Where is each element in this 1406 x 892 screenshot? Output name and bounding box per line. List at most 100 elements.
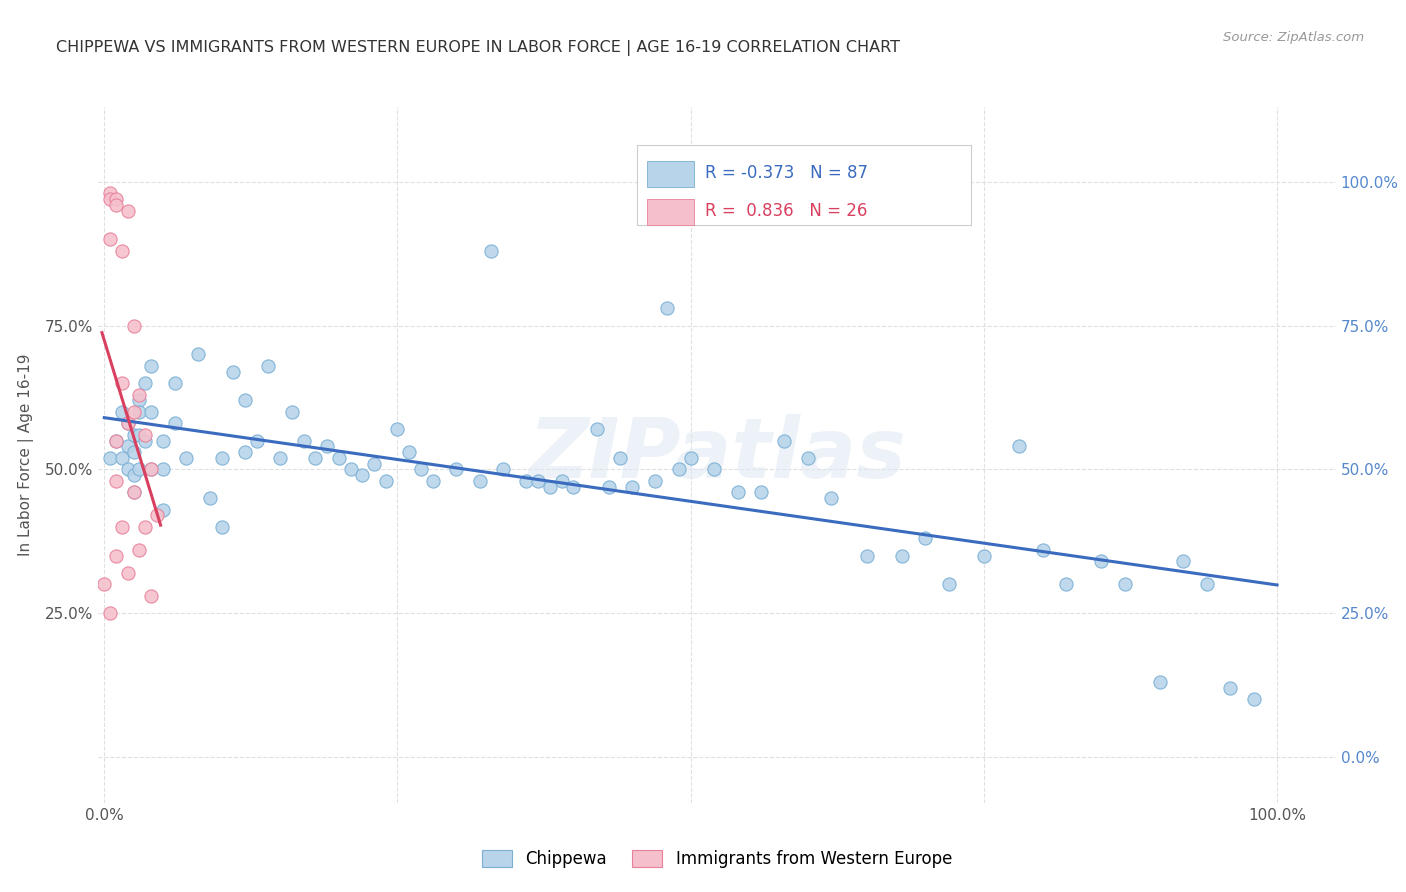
Point <box>98 192 121 206</box>
Point <box>644 474 666 488</box>
Point <box>973 549 995 563</box>
Point <box>1008 439 1031 453</box>
Point <box>117 203 139 218</box>
Point <box>105 474 128 488</box>
Text: R = -0.373   N = 87: R = -0.373 N = 87 <box>704 164 868 182</box>
Point <box>117 417 139 431</box>
Point <box>749 485 772 500</box>
Point <box>492 462 515 476</box>
Point <box>409 462 432 476</box>
Point <box>363 457 385 471</box>
Point <box>422 474 444 488</box>
Point <box>187 347 209 361</box>
Point <box>117 439 139 453</box>
Point <box>105 549 128 563</box>
Point <box>98 186 121 201</box>
Point <box>703 462 725 476</box>
Text: ZIPatlas: ZIPatlas <box>529 415 905 495</box>
Point <box>105 198 128 212</box>
Point <box>1195 577 1218 591</box>
Point <box>98 450 121 465</box>
Point <box>292 434 315 448</box>
Point <box>269 450 291 465</box>
Point <box>98 232 121 246</box>
Point <box>222 365 245 379</box>
Point <box>246 434 269 448</box>
Point <box>1243 692 1265 706</box>
Point <box>233 393 256 408</box>
Point <box>105 192 128 206</box>
Point <box>1173 554 1195 568</box>
Point <box>128 405 150 419</box>
Point <box>1054 577 1077 591</box>
Point <box>586 422 609 436</box>
Point <box>141 462 163 476</box>
Point <box>621 479 644 493</box>
Point <box>122 405 145 419</box>
Point <box>128 462 150 476</box>
FancyBboxPatch shape <box>647 161 693 187</box>
Point <box>128 427 150 442</box>
Point <box>1031 542 1053 557</box>
Point <box>1149 675 1171 690</box>
Legend: Chippewa, Immigrants from Western Europe: Chippewa, Immigrants from Western Europe <box>475 843 959 874</box>
Point <box>105 434 128 448</box>
Point <box>304 450 326 465</box>
Point <box>128 542 150 557</box>
Point <box>1219 681 1241 695</box>
Point <box>122 318 145 333</box>
Point <box>538 479 561 493</box>
Point <box>152 502 174 516</box>
FancyBboxPatch shape <box>637 145 970 226</box>
Text: CHIPPEWA VS IMMIGRANTS FROM WESTERN EUROPE IN LABOR FORCE | AGE 16-19 CORRELATIO: CHIPPEWA VS IMMIGRANTS FROM WESTERN EURO… <box>56 40 900 56</box>
Point <box>211 520 233 534</box>
Point <box>211 450 233 465</box>
Point <box>198 491 221 505</box>
Y-axis label: In Labor Force | Age 16-19: In Labor Force | Age 16-19 <box>18 353 34 557</box>
Point <box>141 405 163 419</box>
Point <box>1114 577 1136 591</box>
Point <box>562 479 585 493</box>
Point <box>668 462 690 476</box>
Point <box>122 427 145 442</box>
Point <box>339 462 361 476</box>
Point <box>141 359 163 373</box>
Point <box>117 462 139 476</box>
Point <box>1090 554 1112 568</box>
Point <box>146 508 169 523</box>
Point <box>176 450 198 465</box>
Point <box>398 445 420 459</box>
Point <box>111 405 134 419</box>
Point <box>163 417 186 431</box>
Point <box>914 531 936 545</box>
Point <box>257 359 280 373</box>
Point <box>374 474 396 488</box>
Point <box>111 244 134 258</box>
Point <box>93 577 115 591</box>
Point <box>598 479 620 493</box>
Point <box>98 606 121 620</box>
Point <box>855 549 877 563</box>
Point <box>316 439 339 453</box>
Text: Source: ZipAtlas.com: Source: ZipAtlas.com <box>1223 31 1364 45</box>
Point <box>479 244 502 258</box>
Point <box>128 387 150 401</box>
FancyBboxPatch shape <box>647 199 693 226</box>
Point <box>111 520 134 534</box>
Point <box>152 434 174 448</box>
Point <box>141 589 163 603</box>
Point <box>352 468 374 483</box>
Point <box>117 566 139 580</box>
Point <box>890 549 912 563</box>
Point <box>134 427 156 442</box>
Text: R =  0.836   N = 26: R = 0.836 N = 26 <box>704 202 868 220</box>
Point <box>163 376 186 390</box>
Point <box>797 450 820 465</box>
Point <box>679 450 702 465</box>
Point <box>117 417 139 431</box>
Point <box>134 376 156 390</box>
Point <box>105 434 128 448</box>
Point <box>468 474 491 488</box>
Point <box>938 577 960 591</box>
Point <box>122 485 145 500</box>
